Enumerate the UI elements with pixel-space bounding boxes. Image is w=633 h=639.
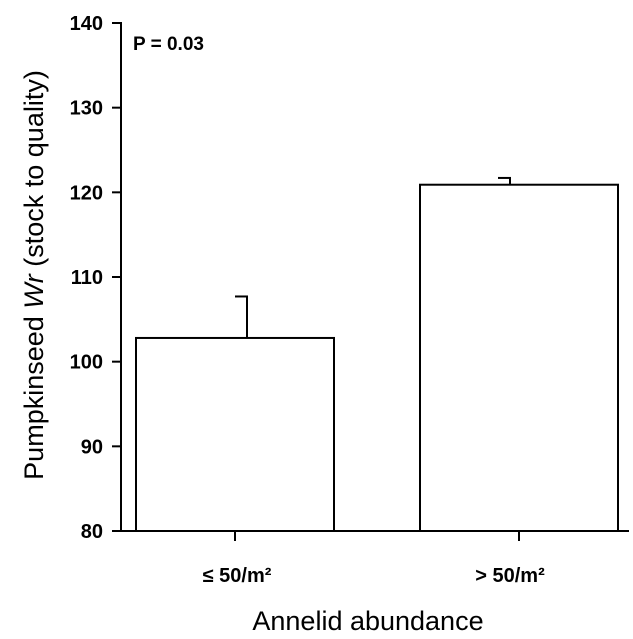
bar: [419, 183, 619, 532]
y-tick-label: 100: [70, 352, 103, 374]
bars-group: [135, 183, 619, 532]
y-tick-label: 120: [70, 182, 103, 204]
error-bars-group: [235, 176, 511, 338]
y-axis-label: Pumpkinseed Wr (stock to quality): [19, 70, 49, 480]
y-ticks-group: 80 90 100 110 120 130 140: [70, 13, 121, 543]
y-tick-label: 110: [71, 267, 103, 289]
category-label: ≤ 50/m²: [203, 565, 272, 587]
p-value-annotation: P = 0.03: [133, 34, 204, 55]
y-tick-label: 90: [81, 436, 103, 458]
category-label: > 50/m²: [475, 565, 545, 587]
y-tick-label: 80: [81, 521, 103, 543]
x-axis-label: Annelid abundance: [252, 606, 483, 636]
y-tick-label: 140: [70, 13, 103, 35]
x-ticks-group: ≤ 50/m² > 50/m²: [203, 531, 545, 587]
bar: [135, 336, 335, 532]
y-tick-label: 130: [70, 98, 103, 120]
